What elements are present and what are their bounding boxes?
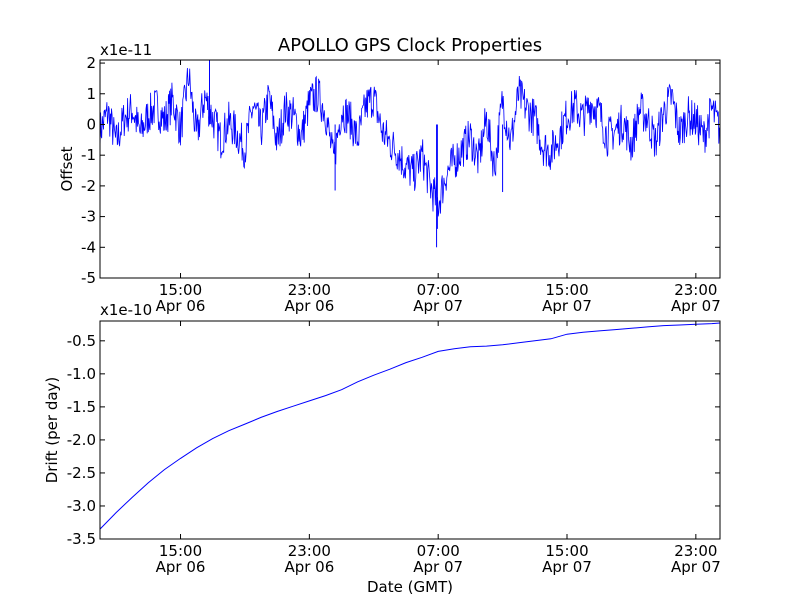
- offset-ytick-label: -5: [81, 269, 96, 287]
- drift-ytick-label: -0.5: [67, 332, 96, 350]
- drift-xlabel: Date (GMT): [367, 578, 453, 596]
- drift-xtick-time: 23:00: [288, 542, 331, 560]
- drift-ytick-label: -2.5: [67, 464, 96, 482]
- drift-ytick-label: -1.0: [67, 365, 96, 383]
- offset-ytick-label: -2: [81, 177, 96, 195]
- offset-xtick-date: Apr 06: [156, 297, 206, 315]
- drift-ylabel: Drift (per day): [43, 377, 61, 484]
- offset-scale-label: x1e-11: [100, 41, 152, 59]
- offset-ytick-label: -3: [81, 208, 96, 226]
- offset-xtick-time: 15:00: [545, 281, 588, 299]
- offset-xtick-time: 23:00: [288, 281, 331, 299]
- offset-ytick-label: 2: [86, 54, 96, 72]
- offset-ytick-label: -1: [81, 146, 96, 164]
- drift-scale-label: x1e-10: [100, 301, 152, 319]
- offset-xtick-date: Apr 07: [542, 297, 592, 315]
- drift-ytick-label: -3.0: [67, 497, 96, 515]
- offset-series-path: [99, 67, 720, 217]
- drift-xtick-date: Apr 07: [671, 558, 721, 576]
- drift-xtick-time: 15:00: [545, 542, 588, 560]
- offset-ytick-label: 1: [86, 85, 96, 103]
- offset-xtick-time: 07:00: [417, 281, 460, 299]
- drift-ytick-label: -2.0: [67, 431, 96, 449]
- drift-series-path: [99, 322, 721, 530]
- drift-ytick-label: -1.5: [67, 398, 96, 416]
- drift-xtick-date: Apr 07: [413, 558, 463, 576]
- drift-xtick-time: 23:00: [674, 542, 717, 560]
- drift-xtick-time: 07:00: [417, 542, 460, 560]
- chart-title: APOLLO GPS Clock Properties: [278, 35, 542, 56]
- drift-xtick-date: Apr 07: [542, 558, 592, 576]
- offset-xtick-date: Apr 06: [284, 297, 334, 315]
- drift-xtick-time: 15:00: [159, 542, 202, 560]
- offset-axes-frame: [99, 59, 721, 279]
- offset-series-line: [99, 60, 720, 248]
- drift-xtick-date: Apr 06: [156, 558, 206, 576]
- drift-ytick-label: -3.5: [67, 530, 96, 548]
- offset-ytick-label: 0: [86, 115, 96, 133]
- offset-xtick-date: Apr 07: [671, 297, 721, 315]
- offset-ytick-label: -4: [81, 238, 96, 256]
- offset-ylabel: Offset: [58, 146, 76, 191]
- offset-xtick-time: 15:00: [159, 281, 202, 299]
- drift-xtick-date: Apr 06: [284, 558, 334, 576]
- drift-panel: x1e-10 Drift (per day) Date (GMT) -0.5 -1…: [43, 301, 721, 596]
- drift-axes-frame: [99, 320, 721, 540]
- offset-xtick-time: 23:00: [674, 281, 717, 299]
- offset-xtick-date: Apr 07: [413, 297, 463, 315]
- drift-series-line: [99, 322, 721, 530]
